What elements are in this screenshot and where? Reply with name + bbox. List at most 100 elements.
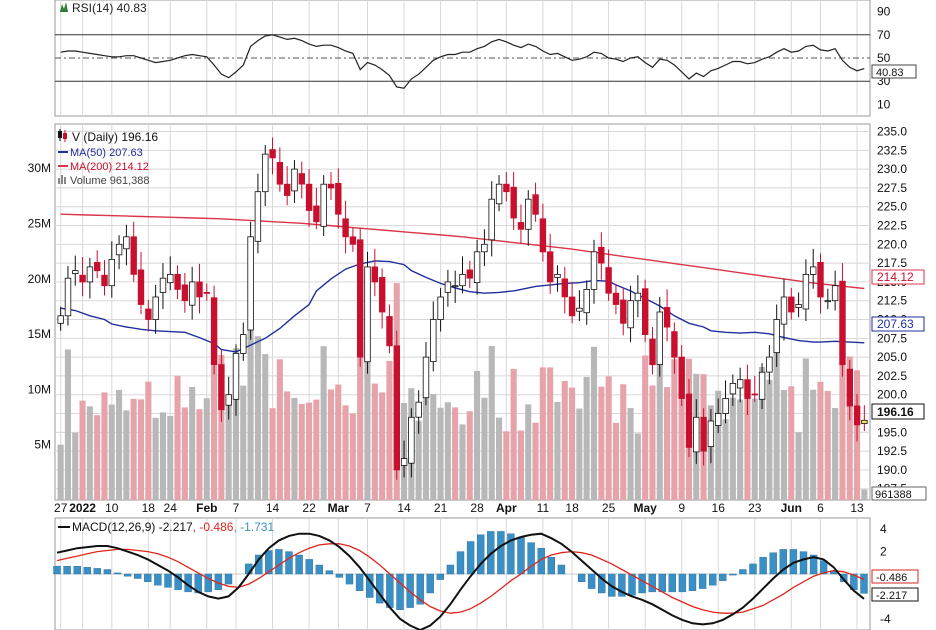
candle-body [57, 315, 64, 324]
macd-tick-label: 2 [880, 545, 887, 559]
macd-histogram-bar [204, 573, 213, 593]
rsi-tick-label: 70 [877, 28, 891, 42]
volume-bar [510, 368, 517, 500]
ma50-legend-label: MA(50) 207.63 [70, 147, 143, 159]
volume-bar [211, 329, 218, 500]
volume-bar [152, 417, 159, 500]
candle-body [627, 300, 634, 329]
candle-body [766, 356, 773, 373]
volume-bar [751, 398, 758, 500]
mini-chart-icon [60, 2, 68, 12]
volume-bar [327, 389, 334, 500]
macd-legend-hist: , -1.731 [233, 520, 274, 534]
volume-bar [824, 390, 831, 500]
x-axis-date-label: Feb [196, 501, 217, 515]
price-tick-label: 212.5 [877, 294, 907, 308]
candle-body [758, 371, 766, 400]
candle-body [159, 277, 167, 293]
macd-value-tag: -2.217 [871, 587, 919, 602]
volume-bar [729, 397, 736, 500]
candle-body [210, 297, 218, 366]
x-axis-date-label: Mar [328, 501, 350, 515]
volume-bar [839, 320, 846, 500]
candle-body [364, 266, 371, 363]
macd-histogram-bar [507, 533, 515, 575]
macd-histogram-bar [285, 551, 293, 575]
volume-bar [678, 361, 685, 500]
candle-body [539, 218, 547, 253]
ma200-legend-label: MA(200) 214.12 [70, 161, 149, 173]
candle-body [188, 281, 196, 306]
macd-histogram-bar [103, 569, 112, 575]
rsi-legend-label: RSI(14) 40.83 [72, 1, 147, 15]
x-axis-date-label: 21 [434, 501, 448, 515]
candle-body [744, 379, 751, 399]
volume-bar [269, 408, 276, 500]
rsi-legend: RSI(14) 40.83 [60, 1, 147, 15]
candle-body [335, 182, 342, 215]
x-axis-date-label: 10 [105, 501, 119, 515]
candle-body [678, 356, 685, 399]
volume-bar [262, 354, 269, 500]
macd-histogram-bar [275, 549, 283, 575]
volume-value-label: 961388 [875, 489, 912, 501]
candle-body [532, 194, 539, 215]
candle-body [320, 183, 327, 227]
volume-bar [379, 392, 386, 500]
macd-histogram-bar [517, 536, 525, 575]
volume-bar [547, 367, 554, 500]
price-tick-label: 232.5 [877, 143, 907, 157]
volume-bar [576, 408, 583, 500]
candle-body [262, 153, 269, 193]
macd-tick-label: 4 [880, 522, 887, 536]
volume-bar [335, 384, 342, 500]
volume-bar [174, 375, 181, 500]
price-tick-label: 192.5 [877, 444, 907, 458]
volume-bar [130, 398, 137, 500]
candle-body [123, 236, 130, 250]
macd-histogram-bar [497, 531, 505, 575]
candle-body [313, 205, 320, 223]
volume-bar [810, 389, 817, 500]
macd-histogram-bar [194, 573, 202, 594]
volume-bars [57, 283, 868, 500]
candle-body [79, 274, 86, 283]
volume-bar [196, 409, 203, 500]
candle-body [400, 458, 408, 466]
volume-bar [788, 386, 795, 500]
volume-bar [554, 402, 561, 500]
candle-body [605, 267, 612, 294]
candle-body [583, 288, 590, 314]
volume-bar [722, 419, 729, 500]
volume-bar [291, 397, 298, 500]
x-axis-date-label: 7 [233, 501, 240, 515]
volume-bar [189, 387, 196, 500]
macd-histogram-bar [648, 573, 656, 593]
macd-histogram-bar [93, 568, 102, 575]
macd-histogram-bar [658, 573, 666, 593]
macd-histogram-bar [698, 573, 707, 589]
macd-line [56, 532, 865, 630]
candle-body [152, 296, 159, 321]
macd-histogram-bar [144, 573, 152, 583]
volume-bar [232, 348, 239, 500]
price-tick-label: 205.0 [877, 350, 907, 364]
candle-body [846, 368, 853, 407]
candle-body [86, 266, 94, 283]
macd-histogram-bar [265, 550, 273, 575]
volume-bar [64, 349, 71, 500]
volume-bar [247, 301, 254, 500]
candle-body [590, 251, 598, 290]
candle-body [232, 352, 240, 400]
volume-bar [101, 392, 108, 500]
candlestick-icon [58, 129, 67, 142]
macd-histogram-bar [83, 567, 92, 575]
candle-body [495, 183, 503, 205]
macd-histogram-bar [749, 563, 757, 575]
volume-value-tag: 961388 [871, 486, 927, 501]
macd-histogram-bar [688, 573, 697, 591]
rsi-tick-label: 50 [877, 51, 891, 65]
volume-tick-label: 15M [28, 327, 51, 341]
macd-histogram-bar [426, 573, 434, 594]
volume-bar [583, 376, 590, 500]
